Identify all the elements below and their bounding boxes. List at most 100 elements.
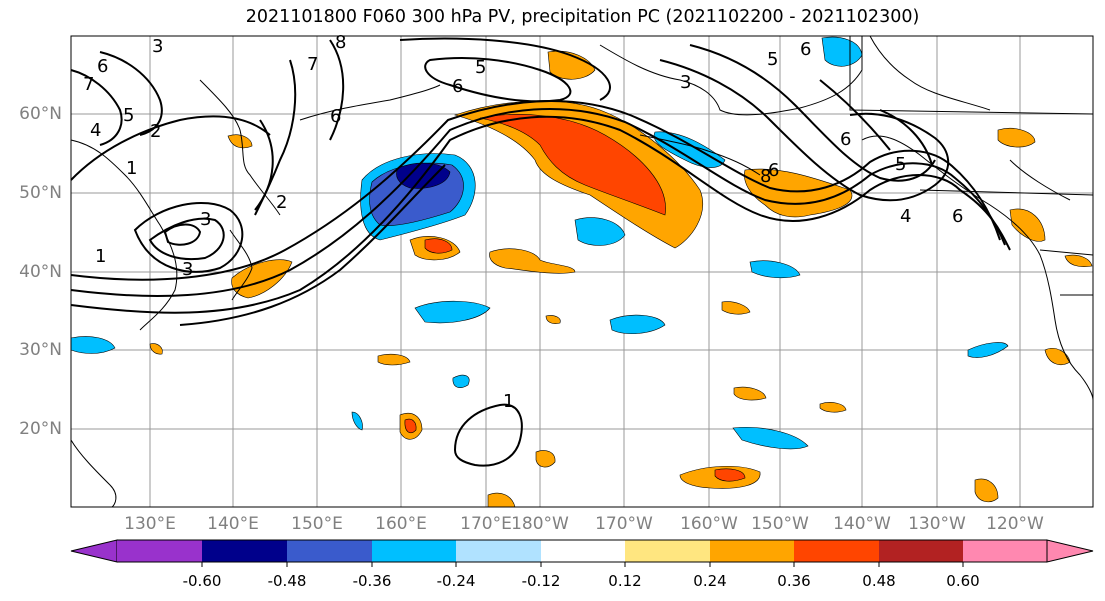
colorbar-tick-label: 0.60 xyxy=(946,572,980,590)
precip-positive-s11 xyxy=(974,478,999,503)
lon-label: 170°E xyxy=(460,514,512,534)
precipitation-fills xyxy=(70,36,1093,508)
colorbar-segment xyxy=(202,540,287,562)
precip-negative-se xyxy=(967,342,1009,358)
precip-positive-s5 xyxy=(721,301,751,315)
colorbar-tick-label: 0.12 xyxy=(608,572,642,590)
contour-labels: 3 6 7 5 4 2 1 6 5 3 8 7 6 3 2 1 6 8 6 5 … xyxy=(83,32,963,412)
colorbar-tick-label: -0.24 xyxy=(436,572,476,590)
colorbar-segment xyxy=(117,540,202,562)
colorbar-segment xyxy=(963,540,1047,562)
precip-positive-nepac xyxy=(744,168,853,218)
colorbar-extend-low xyxy=(70,539,118,563)
lon-label: 150°E xyxy=(291,514,343,534)
contour-label: 2 xyxy=(276,192,287,213)
colorbar-segment xyxy=(794,540,879,562)
precip-positive-s1-core xyxy=(424,238,453,254)
colorbar-tick-label: -0.36 xyxy=(352,572,392,590)
lon-label: 130°E xyxy=(124,514,176,534)
precip-negative-mid2 xyxy=(653,131,726,168)
contour-label: 7 xyxy=(83,74,94,95)
precip-positive-s15 xyxy=(227,134,253,149)
contour-label: 6 xyxy=(768,160,779,181)
contour-label: 6 xyxy=(952,206,963,227)
contour-label: 1 xyxy=(95,246,106,267)
precip-negative-small2 xyxy=(351,411,363,431)
colorbar-segment xyxy=(625,540,710,562)
contour-label: 3 xyxy=(680,72,691,93)
colorbar-tick-label: -0.12 xyxy=(521,572,561,590)
map-frame xyxy=(70,35,1094,508)
colorbar-tick-label: -0.60 xyxy=(182,572,222,590)
precip-positive-s3 xyxy=(231,259,293,299)
precip-negative-mid3 xyxy=(414,300,491,324)
precip-positive-s17 xyxy=(149,343,163,355)
pv-contours xyxy=(70,37,1011,467)
precip-negative-mid1 xyxy=(574,217,626,246)
lon-label: 150°W xyxy=(751,514,809,534)
colorbar-tick-label: 0.24 xyxy=(693,572,727,590)
contour-label: 5 xyxy=(475,57,486,78)
lon-label: 140°W xyxy=(833,514,891,534)
contour-label: 5 xyxy=(123,105,134,126)
contour-label: 6 xyxy=(452,76,463,97)
contour-label: 6 xyxy=(800,39,811,60)
colorbar-tick-label: 0.48 xyxy=(862,572,896,590)
lon-label: 140°E xyxy=(207,514,259,534)
lat-label: 50°N xyxy=(19,183,62,203)
map-title: 2021101800 F060 300 hPa PV, precipitatio… xyxy=(245,7,920,27)
map-panel: 3 6 7 5 4 2 1 6 5 3 8 7 6 3 2 1 6 8 6 5 … xyxy=(70,32,1094,508)
precip-positive-s10-core xyxy=(714,468,746,482)
lon-label: 120°W xyxy=(986,514,1044,534)
contour-label: 8 xyxy=(335,32,346,53)
colorbar-extend-high xyxy=(1046,539,1094,563)
lat-label: 20°N xyxy=(19,419,62,439)
precip-positive-s8-core xyxy=(404,418,417,433)
lat-label: 30°N xyxy=(19,340,62,360)
lon-label: 130°W xyxy=(908,514,966,534)
contour-label: 4 xyxy=(90,120,101,141)
contour-label: 7 xyxy=(307,54,318,75)
precip-negative-small xyxy=(452,374,470,388)
contour-label: 6 xyxy=(840,129,851,150)
lon-label: 160°E xyxy=(375,514,427,534)
lon-label: 180°W xyxy=(511,514,569,534)
colorbar-segment xyxy=(879,540,963,562)
contour-label: 4 xyxy=(900,206,911,227)
colorbar-segment xyxy=(456,540,541,562)
colorbar xyxy=(70,539,1094,567)
contour-label: 6 xyxy=(330,106,341,127)
precip-positive-coast xyxy=(1009,208,1046,242)
contour-label: 3 xyxy=(200,209,211,230)
precip-strong-aleutian xyxy=(479,114,666,216)
precip-positive-s4 xyxy=(377,353,411,366)
precip-negative-hawaii xyxy=(732,427,809,450)
contour-label: 6 xyxy=(97,56,108,77)
contour-label: 5 xyxy=(895,154,906,175)
lat-label: 40°N xyxy=(19,262,62,282)
colorbar-tick-label: -0.48 xyxy=(267,572,307,590)
precip-positive-s9 xyxy=(535,450,556,468)
colorbar-tick-label: 0.36 xyxy=(777,572,811,590)
colorbar-segment xyxy=(372,540,456,562)
precip-positive-s16 xyxy=(545,315,561,324)
precip-negative-mid5 xyxy=(749,260,801,279)
precip-positive-s14 xyxy=(1064,254,1093,267)
precip-negative-mid4 xyxy=(609,314,666,334)
colorbar-segment xyxy=(287,540,372,562)
contour-label: 1 xyxy=(126,158,137,179)
lon-label: 170°W xyxy=(595,514,653,534)
contour-label: 5 xyxy=(767,49,778,70)
colorbar-segment xyxy=(541,540,625,562)
precip-negative-west xyxy=(70,336,116,354)
contour-label: 2 xyxy=(150,121,161,142)
lat-label: 60°N xyxy=(19,104,62,124)
precip-positive-s6 xyxy=(733,386,767,401)
colorbar-segment xyxy=(710,540,794,562)
contour-label: 3 xyxy=(152,36,163,57)
precip-positive-s2 xyxy=(489,248,576,274)
precip-positive-s7 xyxy=(819,402,847,413)
contour-label: 8 xyxy=(760,166,771,187)
precip-positive-canada xyxy=(997,128,1036,148)
